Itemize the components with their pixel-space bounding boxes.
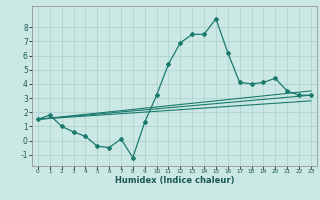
X-axis label: Humidex (Indice chaleur): Humidex (Indice chaleur) bbox=[115, 176, 234, 185]
